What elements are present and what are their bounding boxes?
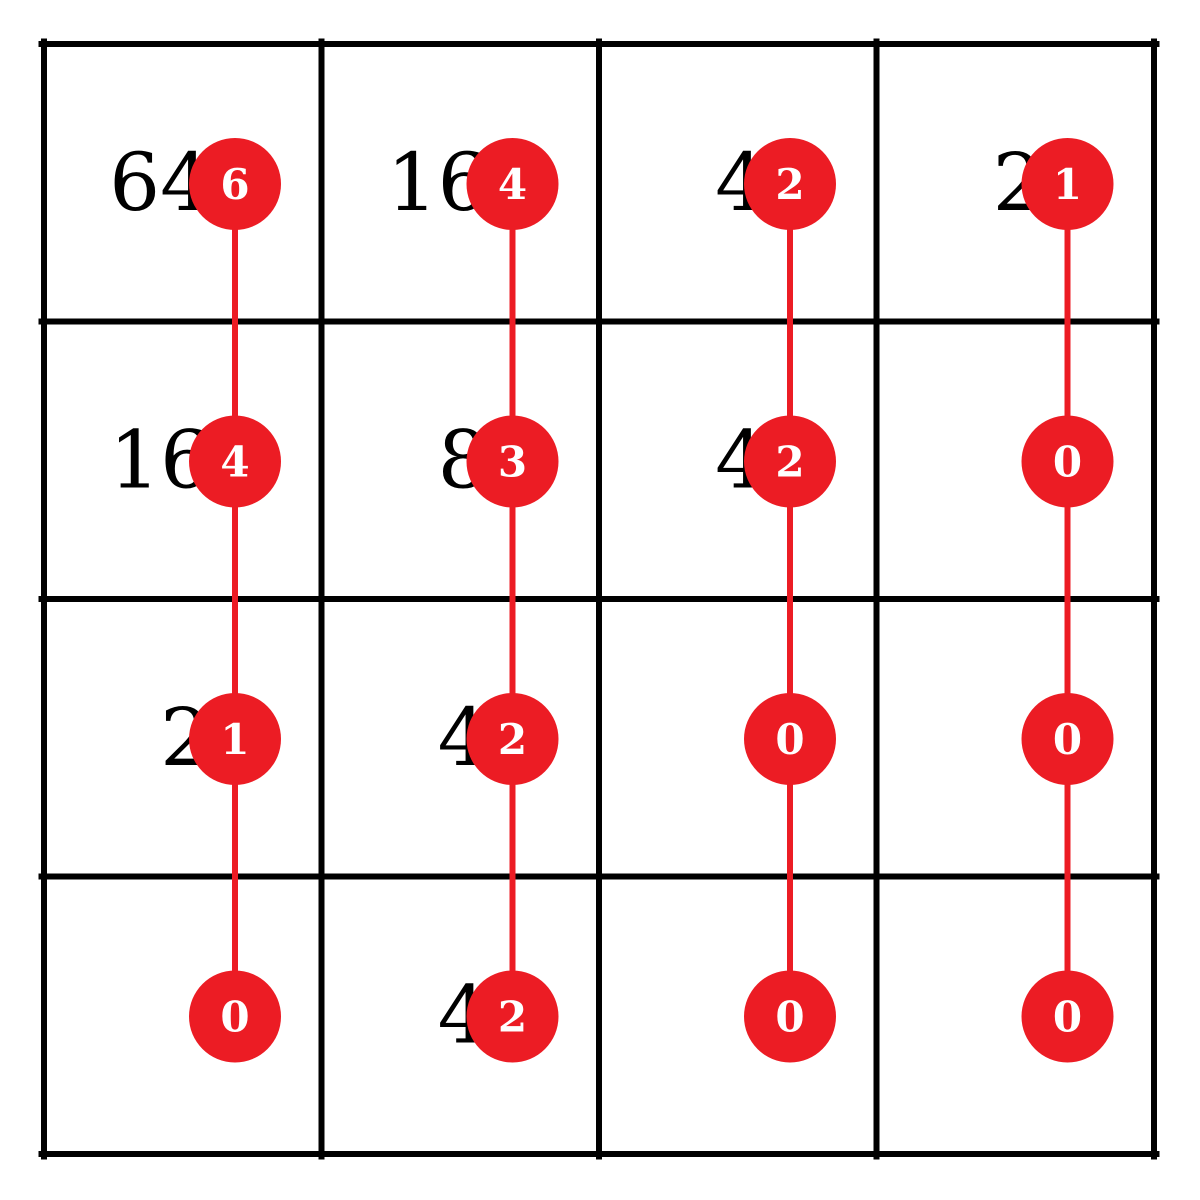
- exponent-label: 3: [498, 438, 527, 487]
- exponent-label: 4: [498, 160, 527, 209]
- exponent-node: [744, 970, 836, 1063]
- exponent-node: [189, 693, 281, 785]
- exponent-label: 0: [775, 993, 804, 1042]
- exponent-label: 2: [498, 993, 527, 1042]
- exponent-label: 2: [775, 160, 804, 209]
- column-connectors: [232, 184, 1071, 1017]
- exponent-node: [744, 415, 836, 508]
- exponent-node: [466, 693, 559, 785]
- exponent-node: [1021, 693, 1114, 785]
- exponent-node: [466, 138, 559, 230]
- exponent-node: [1021, 138, 1114, 230]
- exponent-label: 0: [220, 993, 249, 1042]
- exponent-label: 4: [220, 438, 249, 487]
- exponent-label: 2: [775, 438, 804, 487]
- exponent-node: [744, 693, 836, 785]
- exponent-label: 6: [220, 160, 249, 209]
- exponent-label: 0: [1053, 715, 1082, 764]
- grid-lines: [38, 38, 1160, 1160]
- exponent-label: 1: [220, 715, 249, 764]
- exponent-label: 0: [775, 715, 804, 764]
- exponent-label: 1: [1053, 160, 1082, 209]
- exponent-node: [744, 138, 836, 230]
- exponent-node: [466, 970, 559, 1063]
- exponent-node: [1021, 415, 1114, 508]
- exponent-node: [466, 415, 559, 508]
- exponent-label: 2: [498, 715, 527, 764]
- exponent-node: [189, 138, 281, 230]
- exponent-label: 0: [1053, 438, 1082, 487]
- exponent-node: [189, 970, 281, 1063]
- exponent-node: [189, 415, 281, 508]
- exponent-nodes: 6 4 2 1 4 3 2 0 1 2 0 0 0 2 0 0: [189, 138, 1114, 1063]
- exponent-label: 0: [1053, 993, 1082, 1042]
- exponent-node: [1021, 970, 1114, 1063]
